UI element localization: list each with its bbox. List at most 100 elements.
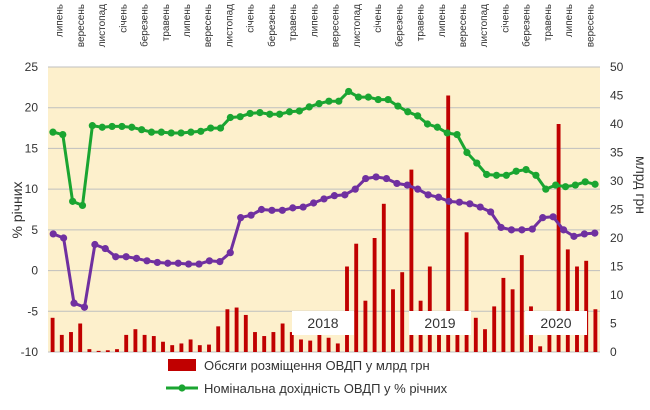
x-tick-label: січень bbox=[246, 4, 257, 33]
bar bbox=[115, 349, 119, 352]
secondary-marker bbox=[539, 214, 547, 222]
secondary-marker bbox=[309, 199, 318, 207]
bar bbox=[538, 346, 543, 352]
bar bbox=[575, 266, 579, 352]
secondary-marker bbox=[414, 185, 422, 193]
yield-marker bbox=[414, 112, 422, 120]
y-left-tick-label: 25 bbox=[25, 60, 39, 74]
bar bbox=[455, 329, 460, 352]
secondary-marker bbox=[434, 193, 443, 201]
secondary-marker bbox=[382, 174, 391, 183]
y-right-tick-label: 0 bbox=[610, 345, 617, 359]
secondary-marker bbox=[143, 257, 151, 265]
bar bbox=[547, 334, 552, 352]
x-tick-label: листопад bbox=[97, 4, 108, 47]
secondary-marker bbox=[372, 173, 380, 181]
bar bbox=[510, 289, 515, 352]
yield-marker bbox=[138, 126, 146, 134]
yield-marker bbox=[285, 108, 294, 116]
x-tick-label: вересень bbox=[458, 4, 469, 47]
bar bbox=[299, 339, 303, 352]
yield-marker bbox=[207, 124, 215, 132]
y-right-tick-label: 30 bbox=[610, 174, 624, 188]
y-left-tick-label: 15 bbox=[25, 141, 39, 155]
yield-marker bbox=[345, 87, 353, 96]
bar bbox=[584, 260, 589, 352]
yield-marker bbox=[226, 113, 234, 122]
secondary-marker bbox=[549, 213, 557, 221]
yield-marker bbox=[157, 128, 165, 136]
yield-marker bbox=[335, 97, 343, 105]
yield-marker bbox=[552, 181, 560, 189]
secondary-marker bbox=[185, 260, 193, 268]
secondary-marker bbox=[257, 205, 266, 214]
x-tick-label: березень bbox=[393, 4, 405, 47]
x-tick-label: листопад bbox=[352, 4, 363, 47]
x-tick-label: травень bbox=[543, 4, 554, 41]
x-tick-label: травень bbox=[161, 4, 172, 41]
yield-marker bbox=[167, 129, 175, 137]
bar bbox=[556, 124, 561, 352]
yield-marker bbox=[463, 148, 471, 157]
x-tick-label: липень bbox=[437, 4, 448, 37]
x-tick-label: березень bbox=[266, 4, 278, 47]
secondary-marker bbox=[70, 299, 78, 307]
bar bbox=[262, 336, 267, 352]
bar bbox=[289, 332, 294, 352]
year-label: 2019 bbox=[424, 315, 455, 331]
yield-marker bbox=[561, 183, 570, 191]
x-tick-label: травень bbox=[288, 4, 299, 41]
bar bbox=[142, 334, 147, 352]
secondary-marker bbox=[570, 232, 578, 240]
secondary-marker bbox=[237, 214, 245, 222]
bar bbox=[354, 243, 359, 352]
yield-marker bbox=[118, 122, 126, 131]
secondary-marker bbox=[362, 174, 370, 183]
year-label: 2018 bbox=[307, 315, 338, 331]
bar bbox=[234, 307, 239, 352]
yield-marker bbox=[325, 97, 333, 105]
bar bbox=[391, 289, 395, 352]
bar bbox=[519, 255, 524, 352]
secondary-marker bbox=[393, 179, 401, 188]
bar bbox=[565, 249, 570, 352]
y-left-tick-label: 10 bbox=[25, 182, 39, 196]
x-tick-label: липень bbox=[309, 4, 320, 37]
bar bbox=[317, 332, 322, 352]
secondary-marker bbox=[455, 198, 463, 206]
secondary-marker bbox=[351, 185, 359, 193]
yield-marker bbox=[266, 110, 274, 118]
x-tick-label: липень bbox=[55, 4, 66, 37]
x-tick-label: липень bbox=[182, 4, 193, 37]
x-tick-label: листопад bbox=[224, 4, 235, 47]
secondary-marker bbox=[216, 258, 224, 266]
bar bbox=[409, 169, 414, 352]
yield-marker bbox=[295, 107, 303, 115]
bar bbox=[593, 309, 598, 352]
bar bbox=[473, 317, 478, 352]
x-tick-label: листопад bbox=[479, 4, 490, 47]
bar bbox=[335, 343, 340, 352]
bar bbox=[69, 332, 73, 352]
yield-marker bbox=[512, 167, 520, 175]
bar bbox=[326, 337, 331, 352]
secondary-marker bbox=[487, 208, 495, 216]
yield-marker bbox=[364, 93, 372, 101]
y-right-axis-title: млрд грн bbox=[633, 156, 649, 214]
secondary-marker bbox=[330, 192, 339, 200]
bar bbox=[105, 350, 110, 352]
x-tick-label: січень bbox=[500, 4, 511, 33]
bar bbox=[372, 238, 377, 352]
yield-marker bbox=[483, 170, 491, 179]
legend-label-bars: Обсяги розміщення ОВДП у млрд грн bbox=[204, 358, 430, 373]
yield-marker bbox=[581, 178, 589, 186]
x-tick-label: вересень bbox=[331, 4, 342, 47]
bar bbox=[446, 95, 451, 352]
yield-marker bbox=[315, 100, 323, 108]
secondary-marker bbox=[132, 254, 141, 262]
x-tick-label: вересень bbox=[585, 4, 596, 47]
secondary-marker bbox=[153, 258, 161, 267]
secondary-marker bbox=[466, 200, 474, 208]
x-tick-label: березень bbox=[139, 4, 151, 47]
yield-marker bbox=[542, 185, 550, 193]
